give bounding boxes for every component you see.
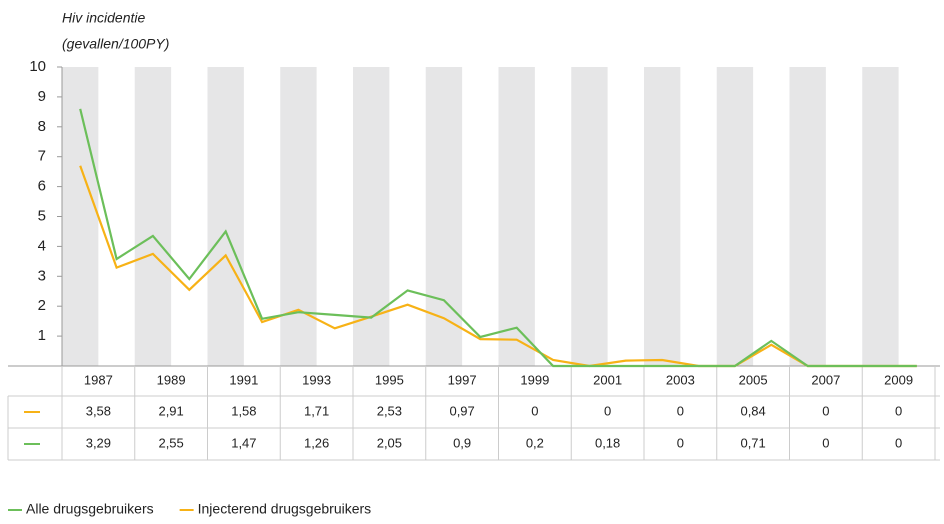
- x-tick-label: 2001: [593, 372, 622, 387]
- y-tick-label: 7: [38, 148, 46, 165]
- x-tick-label: 1989: [157, 372, 186, 387]
- stripe: [62, 67, 99, 366]
- table-value: 0: [677, 435, 684, 450]
- table-value: 0,71: [740, 435, 765, 450]
- table-value: 0: [604, 403, 611, 418]
- series-line: [79, 165, 917, 368]
- table-value: 3,29: [86, 435, 111, 450]
- table-value: 0: [895, 435, 902, 450]
- stripe: [134, 67, 172, 366]
- y-tick-label: 9: [38, 88, 46, 105]
- table-value: 2,91: [158, 403, 183, 418]
- y-tick-label: 1: [38, 327, 46, 344]
- table-value: 0: [822, 403, 829, 418]
- table-value: 3,58: [86, 403, 111, 418]
- x-tick-label: 2005: [739, 372, 768, 387]
- stripe: [207, 67, 244, 366]
- y-tick-label: 4: [38, 237, 46, 254]
- table-value: 0: [895, 403, 902, 418]
- table-value: 0: [677, 403, 684, 418]
- y-tick-label: 5: [38, 207, 46, 224]
- y-tick-label: 3: [38, 267, 46, 284]
- table-value: 1,71: [304, 403, 329, 418]
- y-tick-label: 6: [38, 178, 46, 195]
- x-tick-label: 2007: [811, 372, 840, 387]
- x-tick-label: 1987: [84, 372, 113, 387]
- chart-title: (gevallen/100PY): [62, 36, 169, 52]
- x-tick-label: 2009: [884, 372, 913, 387]
- stripe: [571, 67, 608, 366]
- x-tick-label: 1993: [302, 372, 331, 387]
- y-tick-label: 8: [38, 118, 46, 135]
- y-tick-label: 10: [29, 58, 46, 75]
- table-value: 0,84: [740, 403, 765, 418]
- legend-label: Alle drugsgebruikers: [26, 501, 154, 517]
- x-tick-label: 2003: [666, 372, 695, 387]
- table-value: 0: [531, 403, 538, 418]
- table-value: 1,47: [231, 435, 256, 450]
- stripe: [716, 67, 754, 366]
- x-tick-label: 1995: [375, 372, 404, 387]
- stripe: [498, 67, 535, 366]
- table-value: 0: [822, 435, 829, 450]
- table-value: 1,58: [231, 403, 256, 418]
- stripe: [425, 67, 463, 366]
- table-value: 0,97: [449, 403, 474, 418]
- stripe: [789, 67, 826, 366]
- legend-label: Injecterend drugsgebruikers: [198, 501, 372, 517]
- table-value: 0,2: [526, 435, 544, 450]
- stripe: [644, 67, 681, 366]
- table-value: 2,55: [158, 435, 183, 450]
- x-tick-label: 1991: [229, 372, 258, 387]
- table-value: 2,05: [377, 435, 402, 450]
- table-value: 0,18: [595, 435, 620, 450]
- stripe: [862, 67, 899, 366]
- table-value: 2,53: [377, 403, 402, 418]
- y-tick-label: 2: [38, 297, 46, 314]
- x-tick-label: 1999: [520, 372, 549, 387]
- x-tick-label: 1997: [448, 372, 477, 387]
- series-line: [79, 108, 917, 368]
- table-value: 1,26: [304, 435, 329, 450]
- stripe: [280, 67, 317, 366]
- chart-title: Hiv incidentie: [62, 10, 145, 26]
- table-value: 0,9: [453, 435, 471, 450]
